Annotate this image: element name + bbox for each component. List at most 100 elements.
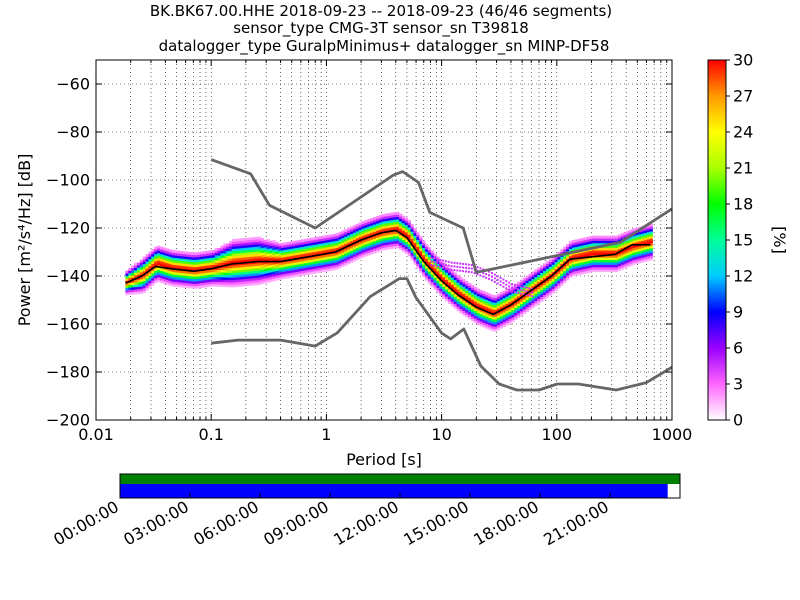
psd-cell xyxy=(600,242,604,246)
psd-cell xyxy=(324,259,328,263)
psd-cell xyxy=(591,240,596,244)
psd-cell xyxy=(177,269,181,273)
psd-cell xyxy=(603,262,607,265)
psd-cell xyxy=(154,272,158,276)
psd-cell xyxy=(496,320,501,323)
psd-cell xyxy=(145,287,149,291)
psd-cell xyxy=(505,303,509,307)
psd-cell xyxy=(367,240,371,244)
psd-cell xyxy=(459,310,463,314)
psd-cell xyxy=(332,252,337,256)
psd-cell xyxy=(226,260,230,264)
psd-cell xyxy=(223,265,227,268)
psd-cell xyxy=(626,238,630,241)
psd-cell xyxy=(165,260,170,264)
psd-cell xyxy=(612,254,616,258)
psd-cell xyxy=(237,245,242,249)
psd-cell xyxy=(626,254,630,258)
psd-cell xyxy=(525,277,530,281)
psd-cell xyxy=(404,224,409,228)
psd-cell xyxy=(370,237,374,241)
psd-cell xyxy=(422,240,426,244)
psd-cell xyxy=(640,259,645,263)
psd-cell xyxy=(240,271,244,275)
psd-cell xyxy=(589,257,593,261)
psd-cell xyxy=(177,277,181,280)
psd-cell xyxy=(591,252,596,256)
psd-cell xyxy=(315,244,319,247)
psd-cell xyxy=(505,298,509,302)
psd-cell xyxy=(229,250,233,254)
psd-cell xyxy=(491,309,495,313)
psd-cell xyxy=(206,265,210,268)
psd-cell xyxy=(157,269,161,273)
psd-cell xyxy=(638,236,642,240)
psd-cell xyxy=(295,240,299,244)
psd-cell xyxy=(321,250,325,254)
psd-cell xyxy=(436,258,440,262)
psd-cell xyxy=(358,229,362,233)
psd-cell xyxy=(557,280,561,284)
psd-cell xyxy=(214,247,218,251)
psd-cell xyxy=(476,317,481,321)
psd-cell xyxy=(327,268,331,272)
psd-cell xyxy=(231,260,236,264)
psd-cell xyxy=(511,314,515,318)
psd-cell xyxy=(128,289,132,293)
psd-cell xyxy=(615,266,619,270)
psd-cell xyxy=(589,267,593,271)
psd-cell xyxy=(646,224,650,228)
psd-cell xyxy=(620,245,625,249)
psd-cell xyxy=(597,247,602,251)
colorbar-tick-label: 6 xyxy=(733,339,743,358)
psd-cell xyxy=(194,261,198,265)
psd-cell xyxy=(430,252,434,256)
psd-cell xyxy=(292,260,296,263)
psd-cell xyxy=(180,255,184,259)
psd-cell xyxy=(191,254,195,258)
psd-cell xyxy=(191,283,195,287)
psd-cell xyxy=(511,300,515,304)
psd-cell xyxy=(393,233,397,237)
psd-cell xyxy=(390,231,394,235)
psd-cell xyxy=(488,322,492,326)
psd-cell xyxy=(373,226,377,230)
psd-cell xyxy=(266,248,270,252)
psd-cell xyxy=(540,279,544,283)
psd-cell xyxy=(286,275,290,279)
psd-cell xyxy=(148,261,152,264)
psd-cell xyxy=(612,266,616,270)
psd-cell xyxy=(136,276,141,280)
psd-cell xyxy=(157,274,161,278)
psd-cell xyxy=(338,251,342,254)
psd-cell xyxy=(154,260,158,264)
psd-cell xyxy=(473,318,478,321)
psd-cell xyxy=(548,271,553,275)
psd-cell xyxy=(476,310,481,314)
psd-cell xyxy=(387,241,391,245)
psd-cell xyxy=(511,317,515,320)
psd-cell xyxy=(401,215,406,219)
psd-cell xyxy=(180,265,184,269)
psd-cell xyxy=(177,281,181,285)
psd-cell xyxy=(367,247,371,251)
psd-cell xyxy=(226,255,230,259)
psd-cell xyxy=(453,306,458,309)
psd-cell xyxy=(324,247,328,251)
psd-cell xyxy=(430,264,434,268)
psd-cell xyxy=(148,282,152,286)
psd-cell xyxy=(263,263,267,267)
psd-cell xyxy=(306,245,311,249)
psd-cell xyxy=(603,254,607,258)
psd-cell xyxy=(211,269,216,273)
psd-cell xyxy=(263,247,267,250)
psd-cell xyxy=(249,249,253,253)
psd-cell xyxy=(249,280,253,284)
colorbar-tick-label: 12 xyxy=(733,267,753,286)
psd-cell xyxy=(128,284,132,288)
psd-cell xyxy=(324,256,328,260)
psd-cell xyxy=(528,273,532,277)
psd-cell xyxy=(378,229,383,233)
psd-cell xyxy=(249,254,253,257)
psd-cell xyxy=(505,310,509,314)
